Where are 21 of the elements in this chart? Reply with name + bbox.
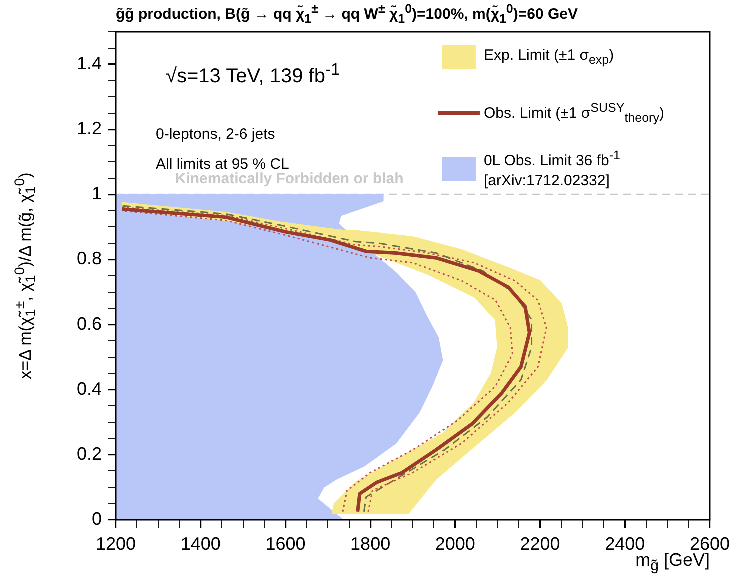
y-tick-label: 0: [92, 508, 102, 529]
y-tick-label: 0.8: [76, 248, 102, 269]
y-tick-label: 0.2: [76, 444, 102, 464]
y-tick-label: 1: [92, 184, 102, 204]
x-tick-label: 1200: [96, 534, 136, 554]
chart-title: g̃g̃ production, B(g̃ → qq χ̃$_{1}$$^{±}$ → qq W$^{±}$ χ̃$_{1}$$^{0}$)=100%, m(χ̃$_{1}$$^{0}$)=60 GeV: [116, 2, 578, 26]
x-tick-label: 1800: [350, 534, 391, 554]
legend-label: 0L Obs. Limit 36 fb$^{-1}$ [arXiv:1712.02332]: [484, 148, 620, 190]
x-tick-label: 2200: [520, 534, 560, 554]
annotation: 0-leptons, 2-6 jets: [156, 126, 276, 143]
legend-label: Exp. Limit (±1 σ$_{exp}$): [484, 46, 614, 68]
x-tick-label: 1600: [266, 534, 306, 554]
y-tick-label: 1.4: [76, 54, 102, 74]
y-tick-label: 0.6: [76, 314, 102, 334]
legend-label: Obs. Limit (±1 σ$^{SUSY}$$_{theory}$): [484, 100, 664, 126]
x-tick-label: 1400: [180, 534, 221, 554]
x-tick-label: 2000: [435, 534, 476, 554]
y-tick-label: 0.4: [76, 378, 102, 399]
annotation: √s=13 TeV, 139 fb$^{-1}$: [166, 60, 340, 89]
annotation: All limits at 95 % CL: [156, 156, 290, 173]
y-tick-label: 1.2: [76, 118, 102, 139]
